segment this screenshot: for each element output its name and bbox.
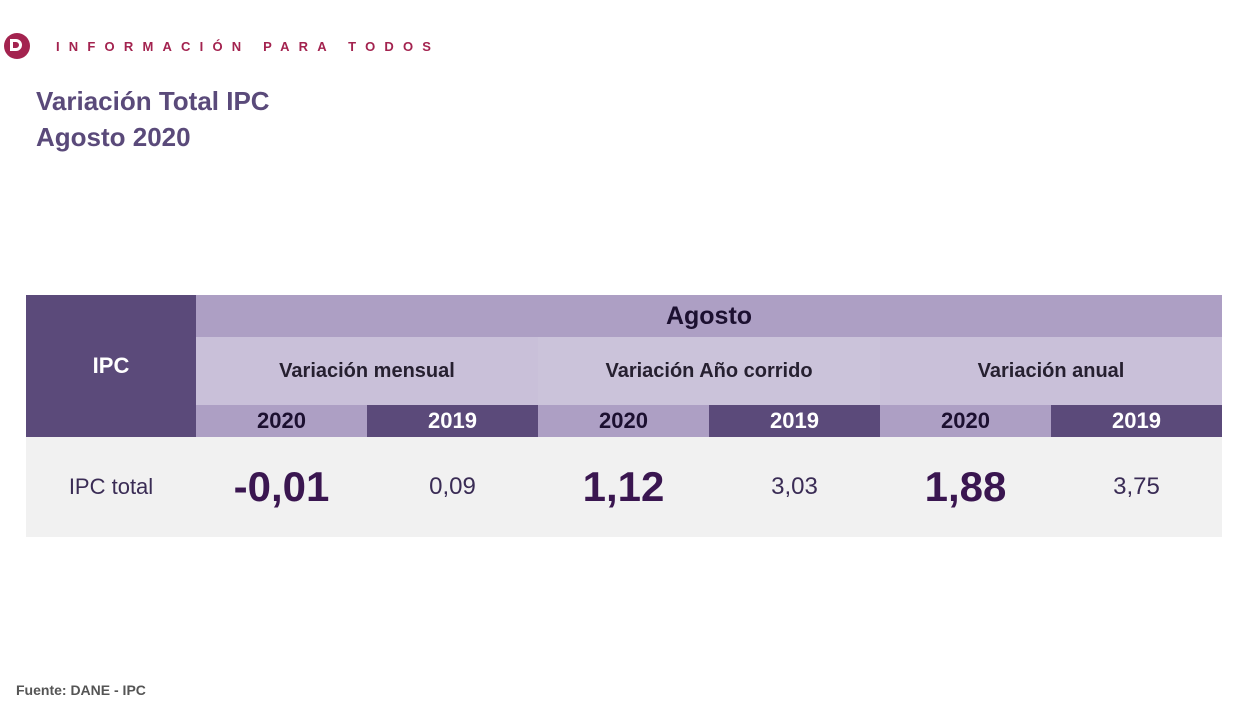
table-row: IPC total -0,01 0,09 1,12 3,03 1,88 3,75 <box>26 437 1222 537</box>
year-header: 2020 <box>196 405 367 437</box>
year-header: 2020 <box>880 405 1051 437</box>
value-cell: 3,75 <box>1051 437 1222 537</box>
row-label: IPC total <box>26 437 196 537</box>
year-header: 2019 <box>367 405 538 437</box>
group-header-anual: Variación anual <box>880 337 1222 405</box>
source-note: Fuente: DANE - IPC <box>16 682 146 698</box>
ipc-table: IPC Agosto Variación mensual Variación A… <box>26 295 1222 537</box>
title-line-1: Variación Total IPC <box>36 86 270 116</box>
brand-tagline: INFORMACIÓN PARA TODOS <box>56 38 441 54</box>
title-line-2: Agosto 2020 <box>36 122 191 152</box>
value-cell: -0,01 <box>196 437 367 537</box>
year-header: 2020 <box>538 405 709 437</box>
page-title: Variación Total IPC Agosto 2020 <box>36 83 270 155</box>
group-header-mensual: Variación mensual <box>196 337 538 405</box>
brand-header: INFORMACIÓN PARA TODOS <box>4 33 440 59</box>
year-header: 2019 <box>709 405 880 437</box>
value-cell: 3,03 <box>709 437 880 537</box>
corner-header: IPC <box>26 295 196 437</box>
year-header: 2019 <box>1051 405 1222 437</box>
value-cell: 1,12 <box>538 437 709 537</box>
dane-logo-icon <box>4 33 30 59</box>
period-header: Agosto <box>196 295 1222 337</box>
value-cell: 0,09 <box>367 437 538 537</box>
group-header-ano-corrido: Variación Año corrido <box>538 337 880 405</box>
value-cell: 1,88 <box>880 437 1051 537</box>
